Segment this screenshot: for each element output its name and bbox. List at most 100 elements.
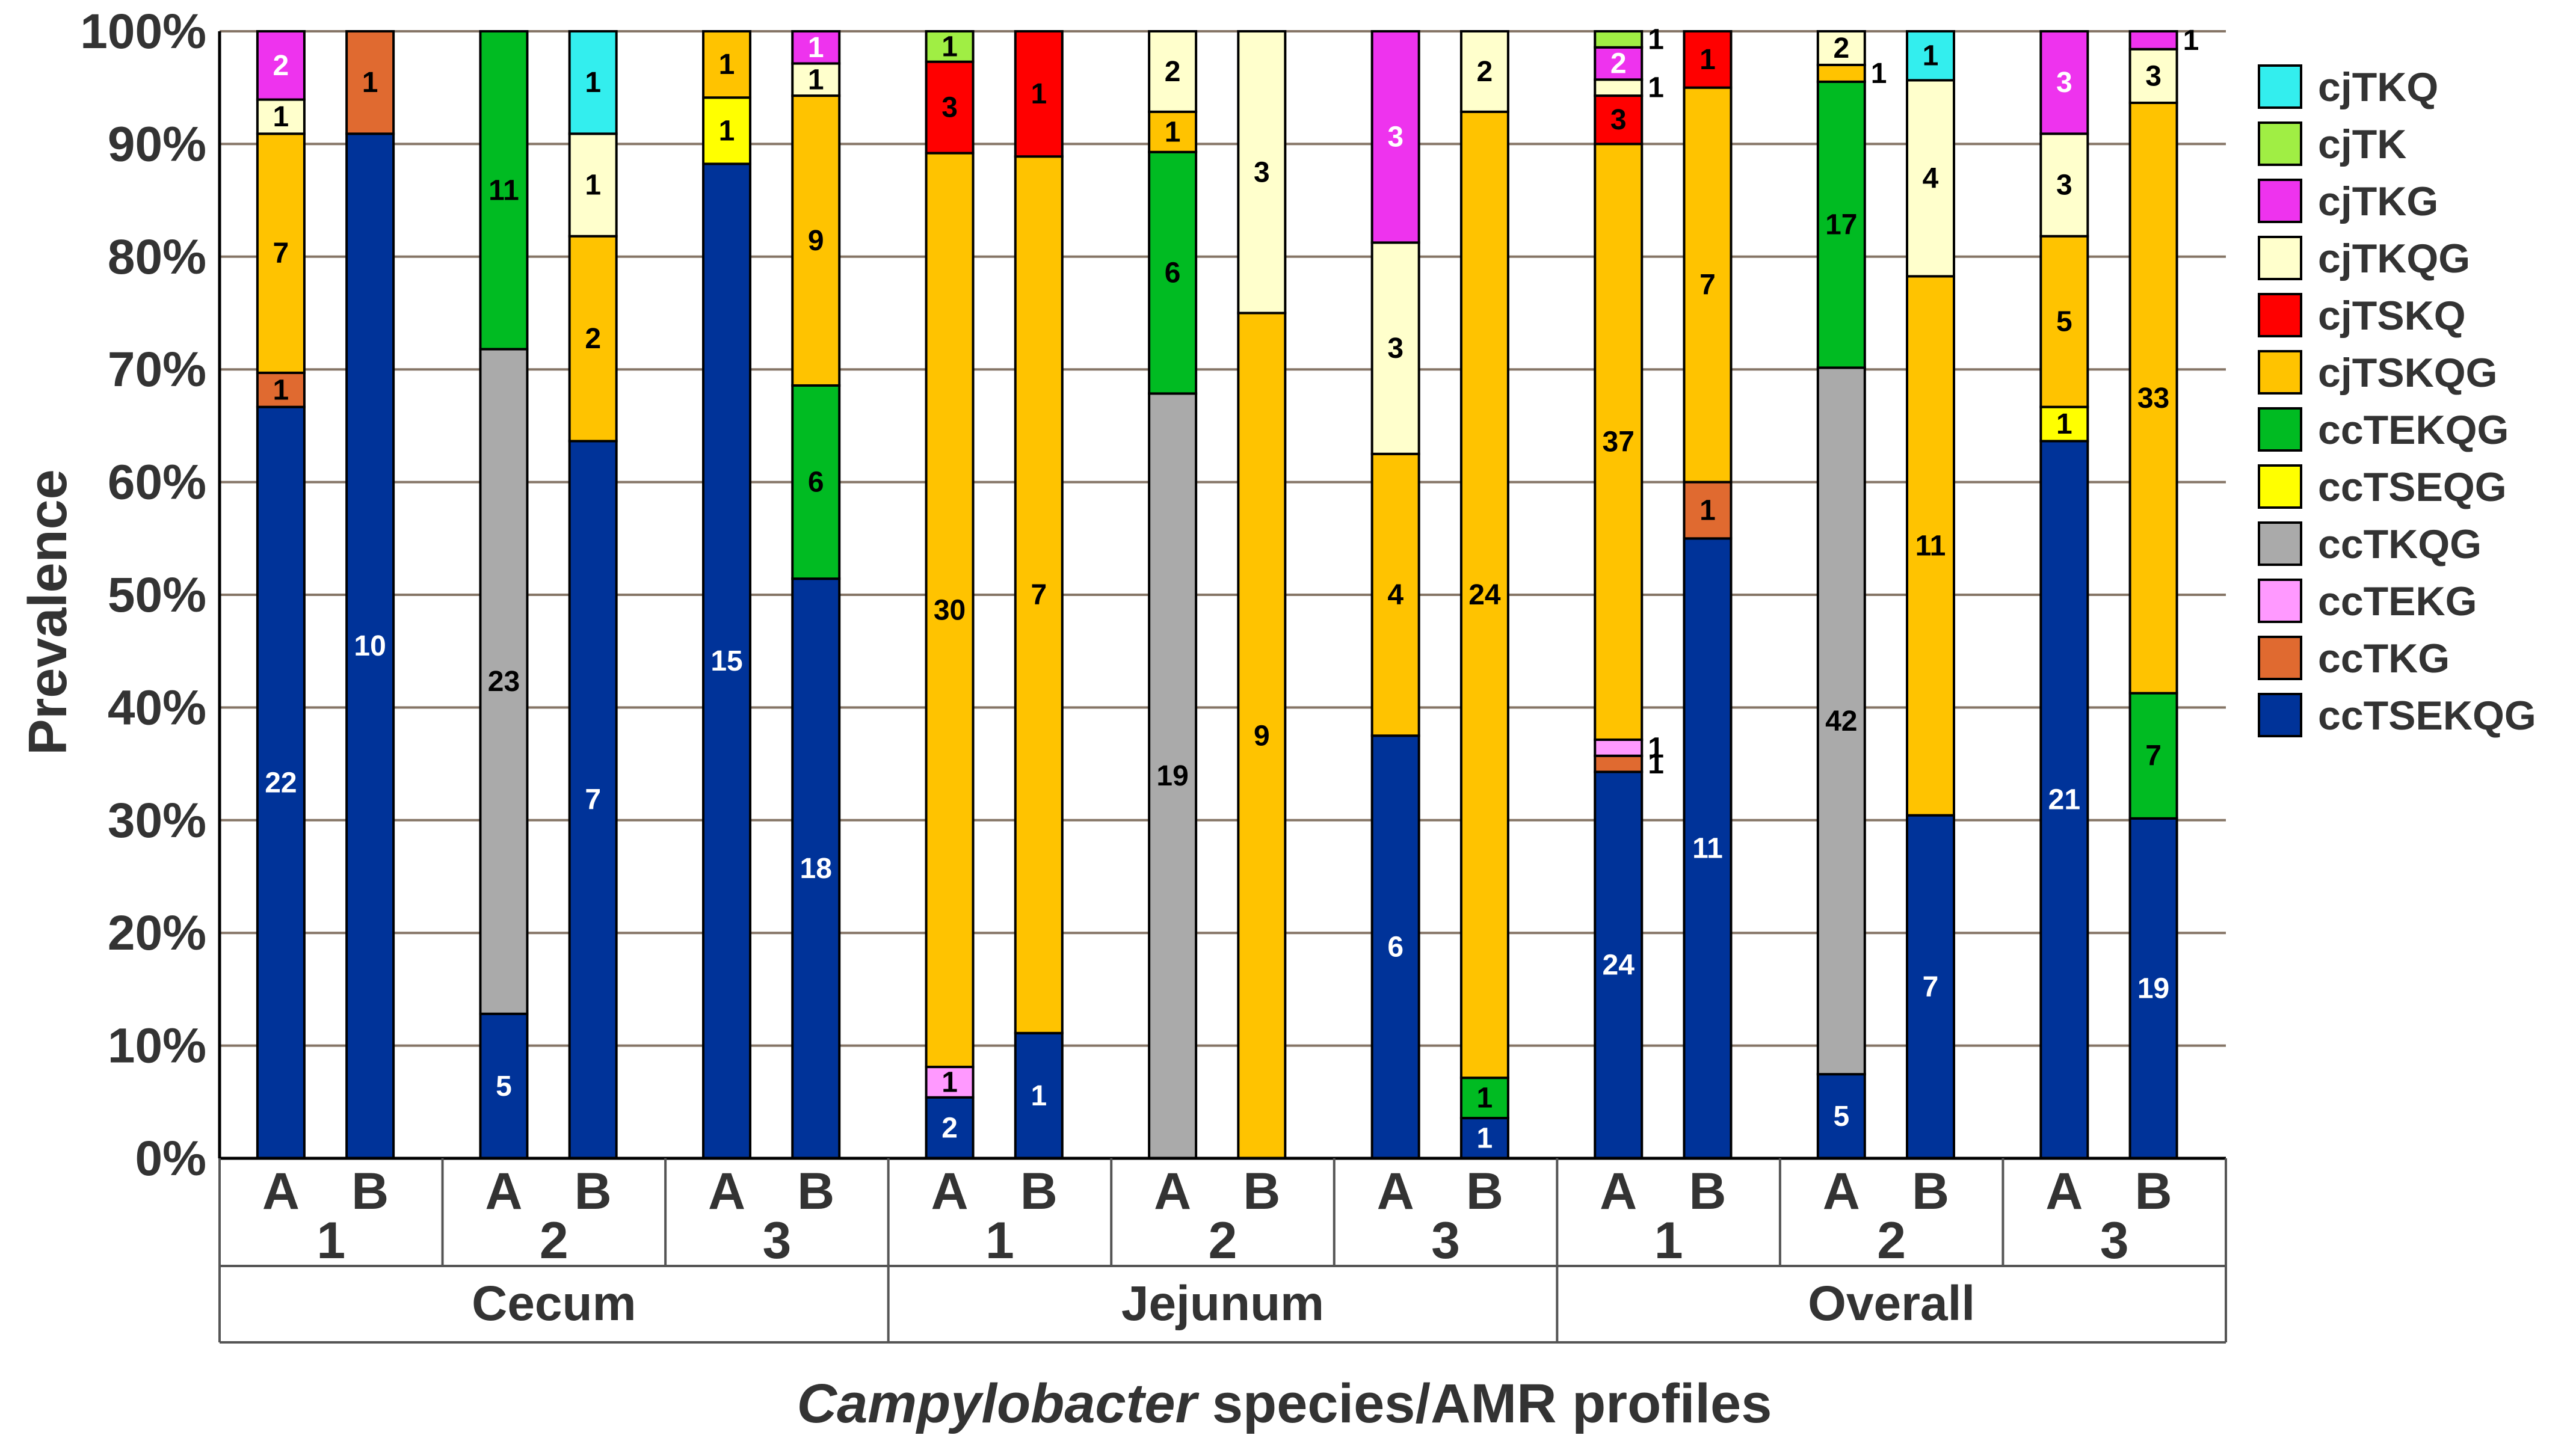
x-tick-label: B [1912, 1163, 1949, 1220]
legend-label: ccTEKG [2318, 579, 2477, 624]
x-tick-label: B [575, 1163, 612, 1220]
bar-segment-cjTKQG [568, 132, 618, 238]
data-label: 22 [265, 767, 297, 799]
legend-label: ccTKG [2318, 636, 2450, 681]
x-tick-label: A [2045, 1163, 2083, 1220]
legend-label: ccTKQG [2318, 521, 2482, 567]
data-label: 3 [1610, 104, 1627, 136]
bar-cecum-1-a: 22 1 7 1 2 [256, 30, 306, 1160]
data-label: 11 [1915, 530, 1946, 562]
data-label: 1 [1031, 1080, 1047, 1112]
data-label: 3 [941, 92, 958, 124]
bar-cecum-3-b: 18 6 9 11 [791, 30, 841, 1160]
y-tick-label: 60% [108, 455, 206, 510]
x-tick-label: A [1154, 1163, 1191, 1220]
x-tick-label: B [351, 1163, 389, 1220]
data-label: 6 [1387, 932, 1404, 963]
data-label: 2 [1833, 32, 1849, 64]
data-label: 1 [1477, 1083, 1493, 1114]
bar-segment-cjTSKQG [1816, 63, 1866, 83]
data-label: 1 [2183, 25, 2199, 57]
data-label: 2 [941, 1112, 958, 1144]
data-label: 1 [1477, 1123, 1493, 1155]
data-label: 15 [710, 645, 742, 677]
data-label: 7 [1699, 269, 1716, 301]
bar-segment-cjTSKQ [1683, 30, 1733, 89]
bar-jejunum-3-a: 6 4 3 3 [1370, 30, 1420, 1160]
data-label: 24 [1603, 950, 1635, 982]
bar-segment-ccTSEKQG [345, 132, 395, 1160]
bar-segment-cjTSKQG [2128, 101, 2178, 695]
legend-label: cjTKQ [2318, 64, 2438, 110]
data-label: 1 [808, 64, 824, 96]
group-label: 3 [762, 1212, 791, 1270]
bar-segment-cjTSKQG [568, 235, 618, 443]
bar-segment-cjTSKQG [1683, 86, 1733, 484]
legend-item-cjTKQ: cjTKQ [2258, 64, 2438, 110]
data-label: 1 [1871, 58, 1887, 90]
x-tick-label: B [1243, 1163, 1280, 1220]
data-label: 1 [585, 67, 601, 99]
legend-swatch [2258, 579, 2302, 623]
bar-jejunum-3-b: 1 1 24 2 [1459, 30, 1509, 1160]
bar-segment-cjTKQ [1906, 30, 1956, 82]
legend-item-cjTKG: cjTKG [2258, 179, 2438, 224]
legend-swatch [2258, 293, 2302, 337]
legend-label: ccTSEQG [2318, 464, 2507, 510]
bar-segment-cjTKQ [568, 30, 618, 135]
data-label: 1 [1699, 494, 1716, 526]
legend-label: cjTSKQG [2318, 350, 2498, 396]
legend-swatch [2258, 121, 2302, 166]
y-tick-label: 10% [108, 1019, 206, 1074]
data-label: 3 [2145, 60, 2162, 92]
site-label: Jejunum [1121, 1276, 1324, 1331]
bar-segment-ccTEKQG [1816, 80, 1866, 369]
bar-segment-cjTKQG [1459, 30, 1509, 113]
site-label: Overall [1808, 1276, 1975, 1331]
data-label: 1 [2056, 408, 2072, 440]
legend-label: cjTSKQ [2318, 293, 2466, 339]
x-tick-label: A [262, 1163, 300, 1220]
bar-segment-cjTSKQG [256, 132, 306, 374]
data-label: 9 [808, 225, 824, 257]
y-tick-label: 100% [80, 4, 206, 59]
y-axis-title: Prevalence [18, 469, 78, 755]
group-label: 2 [1209, 1212, 1237, 1270]
x-axis-title: Campylobacter species/AMR profiles [797, 1373, 1772, 1434]
data-label: 1 [941, 1066, 958, 1098]
data-label: 9 [1254, 720, 1270, 752]
data-label: 1 [1648, 748, 1664, 780]
data-label: 1 [273, 374, 289, 406]
bar-overall-2-a: 5 42 17 12 [1816, 30, 1887, 1160]
data-label: 11 [1692, 833, 1723, 865]
bar-segment-cjTKQG [1370, 241, 1420, 455]
y-tick-label: 80% [108, 230, 206, 284]
bar-segment-cjTSKQ [1014, 30, 1064, 158]
bar-segment-cjTSKQG [702, 30, 752, 99]
x-tick-label: B [1466, 1163, 1503, 1220]
legend-item-cjTKQG: cjTKQG [2258, 236, 2470, 281]
legend-item-ccTKG: ccTKG [2258, 636, 2450, 681]
bar-segment-ccTSEQG [2039, 405, 2089, 443]
data-label: 1 [1923, 40, 1939, 72]
y-tick-label: 0% [135, 1131, 206, 1186]
data-label: 1 [719, 49, 735, 81]
legend-swatch [2258, 64, 2302, 109]
data-label: 5 [496, 1071, 512, 1102]
y-tick-label: 20% [108, 906, 206, 960]
bar-segment-ccTKG [1683, 481, 1733, 540]
bar-cecum-2-a: 5 23 11 [479, 30, 529, 1160]
bar-segment-cjTKQG [1237, 30, 1287, 315]
data-label: 1 [1648, 732, 1664, 764]
bar-segment-ccTEKQG [1148, 150, 1198, 395]
legend: cjTKQ cjTK cjTKG cjTKQG cjTSKQ cjTSKQG ccTEKQG… [2258, 64, 2536, 739]
data-label: 19 [2137, 972, 2169, 1004]
legend-label: cjTK [2318, 121, 2406, 167]
data-label: 42 [1825, 705, 1857, 737]
data-label: 1 [362, 67, 378, 99]
y-tick-label: 40% [108, 680, 206, 735]
bar-jejunum-2-b: 93 [1237, 30, 1287, 1160]
grid-layer [220, 30, 2226, 1047]
